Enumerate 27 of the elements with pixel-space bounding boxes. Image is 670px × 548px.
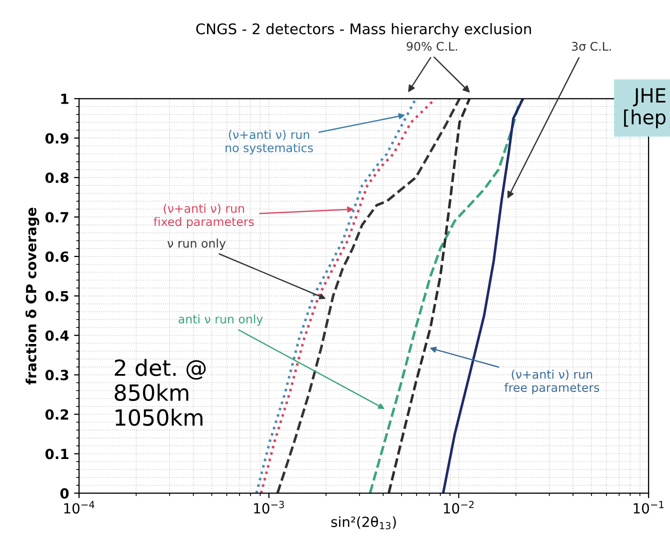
y-axis-title: fraction δ CP coverage	[26, 208, 40, 384]
x-tick-label: 10$^{−2}$	[444, 500, 474, 514]
annotation: JHE [hep	[624, 88, 666, 128]
annotation: (ν+anti ν) run no systematics	[226, 130, 313, 155]
text: 90% C.L.	[406, 42, 458, 51]
y-tick-label: 0.8	[45, 172, 68, 184]
y-tick-label: 1	[61, 94, 68, 104]
y-tick-label: 0	[60, 488, 69, 499]
y-tick-label: 0.5	[45, 290, 68, 302]
annotation: (ν+anti ν) run free parameters	[504, 370, 600, 394]
y-tick-label: 0.3	[45, 370, 68, 380]
y-tick-label: 0.6	[45, 251, 69, 262]
y-tick-label: 0.4	[45, 330, 69, 341]
y-tick-label: 0.7	[45, 212, 68, 222]
annotation: ν run only	[168, 238, 226, 250]
annotation: 2 det. @ 850km 1050km	[114, 358, 206, 426]
y-tick-label: 0.9	[45, 133, 68, 144]
annotation: (ν+anti ν) run fixed parameters	[154, 204, 254, 228]
y-tick-label: 0.2	[45, 409, 68, 420]
x-tick-label: 10$^{−3}$	[254, 500, 284, 514]
x-tick-label: 10$^{−1}$	[634, 500, 664, 514]
x-axis-title: sin²(2θ$_{13}$)	[331, 516, 396, 530]
y-tick-label: 0.1	[45, 448, 68, 460]
annotation: anti ν run only	[178, 314, 263, 326]
x-tick-label: 10$^{−4}$	[64, 500, 94, 514]
text: 3σ C.L.	[572, 42, 611, 51]
chart-title: CNGS - 2 detectors - Mass hierarchy exclusion	[196, 23, 531, 38]
